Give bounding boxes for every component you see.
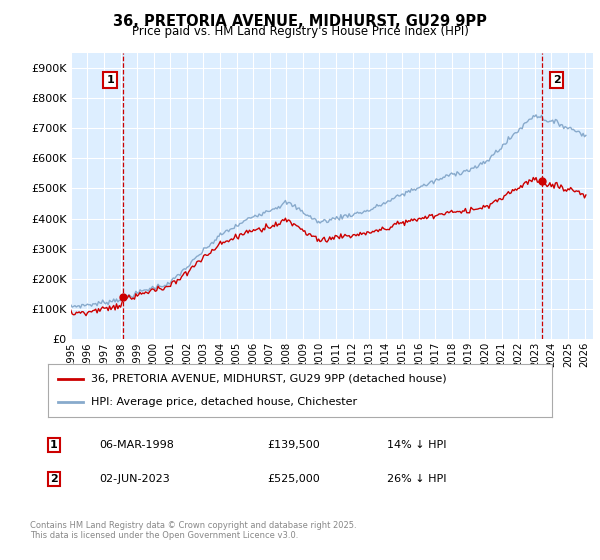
- Text: 2: 2: [553, 75, 560, 85]
- Text: 14% ↓ HPI: 14% ↓ HPI: [387, 440, 446, 450]
- Text: Contains HM Land Registry data © Crown copyright and database right 2025.
This d: Contains HM Land Registry data © Crown c…: [30, 521, 356, 540]
- Text: HPI: Average price, detached house, Chichester: HPI: Average price, detached house, Chic…: [91, 397, 357, 407]
- Text: Price paid vs. HM Land Registry's House Price Index (HPI): Price paid vs. HM Land Registry's House …: [131, 25, 469, 38]
- Text: 36, PRETORIA AVENUE, MIDHURST, GU29 9PP (detached house): 36, PRETORIA AVENUE, MIDHURST, GU29 9PP …: [91, 374, 446, 384]
- Text: 36, PRETORIA AVENUE, MIDHURST, GU29 9PP: 36, PRETORIA AVENUE, MIDHURST, GU29 9PP: [113, 14, 487, 29]
- Text: 02-JUN-2023: 02-JUN-2023: [99, 474, 170, 484]
- Text: 06-MAR-1998: 06-MAR-1998: [99, 440, 174, 450]
- Text: £525,000: £525,000: [267, 474, 320, 484]
- Text: 26% ↓ HPI: 26% ↓ HPI: [387, 474, 446, 484]
- Text: 2: 2: [50, 474, 58, 484]
- Text: £139,500: £139,500: [267, 440, 320, 450]
- Text: 1: 1: [50, 440, 58, 450]
- Text: 1: 1: [106, 75, 114, 85]
